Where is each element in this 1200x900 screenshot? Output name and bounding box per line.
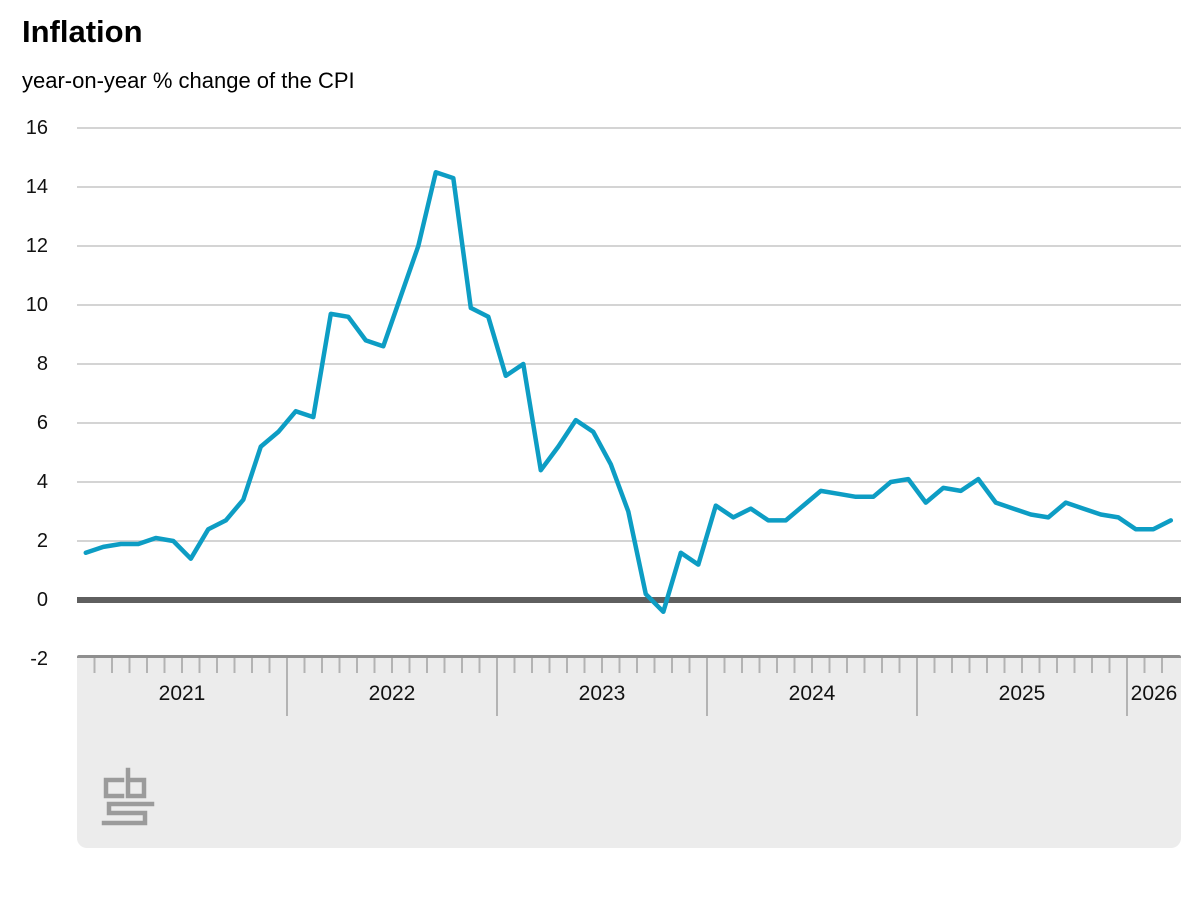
x-axis-year-label: 2025 [998,682,1046,705]
x-axis-band [77,655,1181,848]
inflation-line [83,170,1174,615]
y-axis-tick-label: 16 [25,117,48,139]
x-axis-year-label: 2022 [368,682,416,705]
cbs-logo [101,767,155,826]
y-axis-tick-label: 10 [25,294,48,316]
y-axis: 16 14 12 10 8 6 4 2 0 -2 [0,0,48,700]
x-axis-year-label: 2024 [788,682,836,705]
cbs-logo-letter-s [101,801,155,826]
y-axis-tick-label: 4 [36,471,48,493]
chart-subtitle: year-on-year % change of the CPI [22,68,355,93]
y-axis-tick-label: 8 [36,353,48,375]
cbs-logo-letter-b [125,767,147,799]
x-axis-year-label: 2026 [1130,682,1178,705]
y-axis-tick-label: 2 [36,530,48,552]
cbs-logo-letter-c [103,777,125,799]
x-axis-year-label: 2021 [158,682,206,705]
y-axis-tick-label: -2 [30,648,48,670]
y-axis-tick-label: 6 [36,412,48,434]
y-axis-tick-label: 12 [25,235,48,257]
y-axis-tick-label: 0 [36,589,48,611]
chart-title: Inflation [22,14,143,49]
x-axis-year-label: 2023 [578,682,626,705]
y-axis-tick-label: 14 [25,176,48,198]
